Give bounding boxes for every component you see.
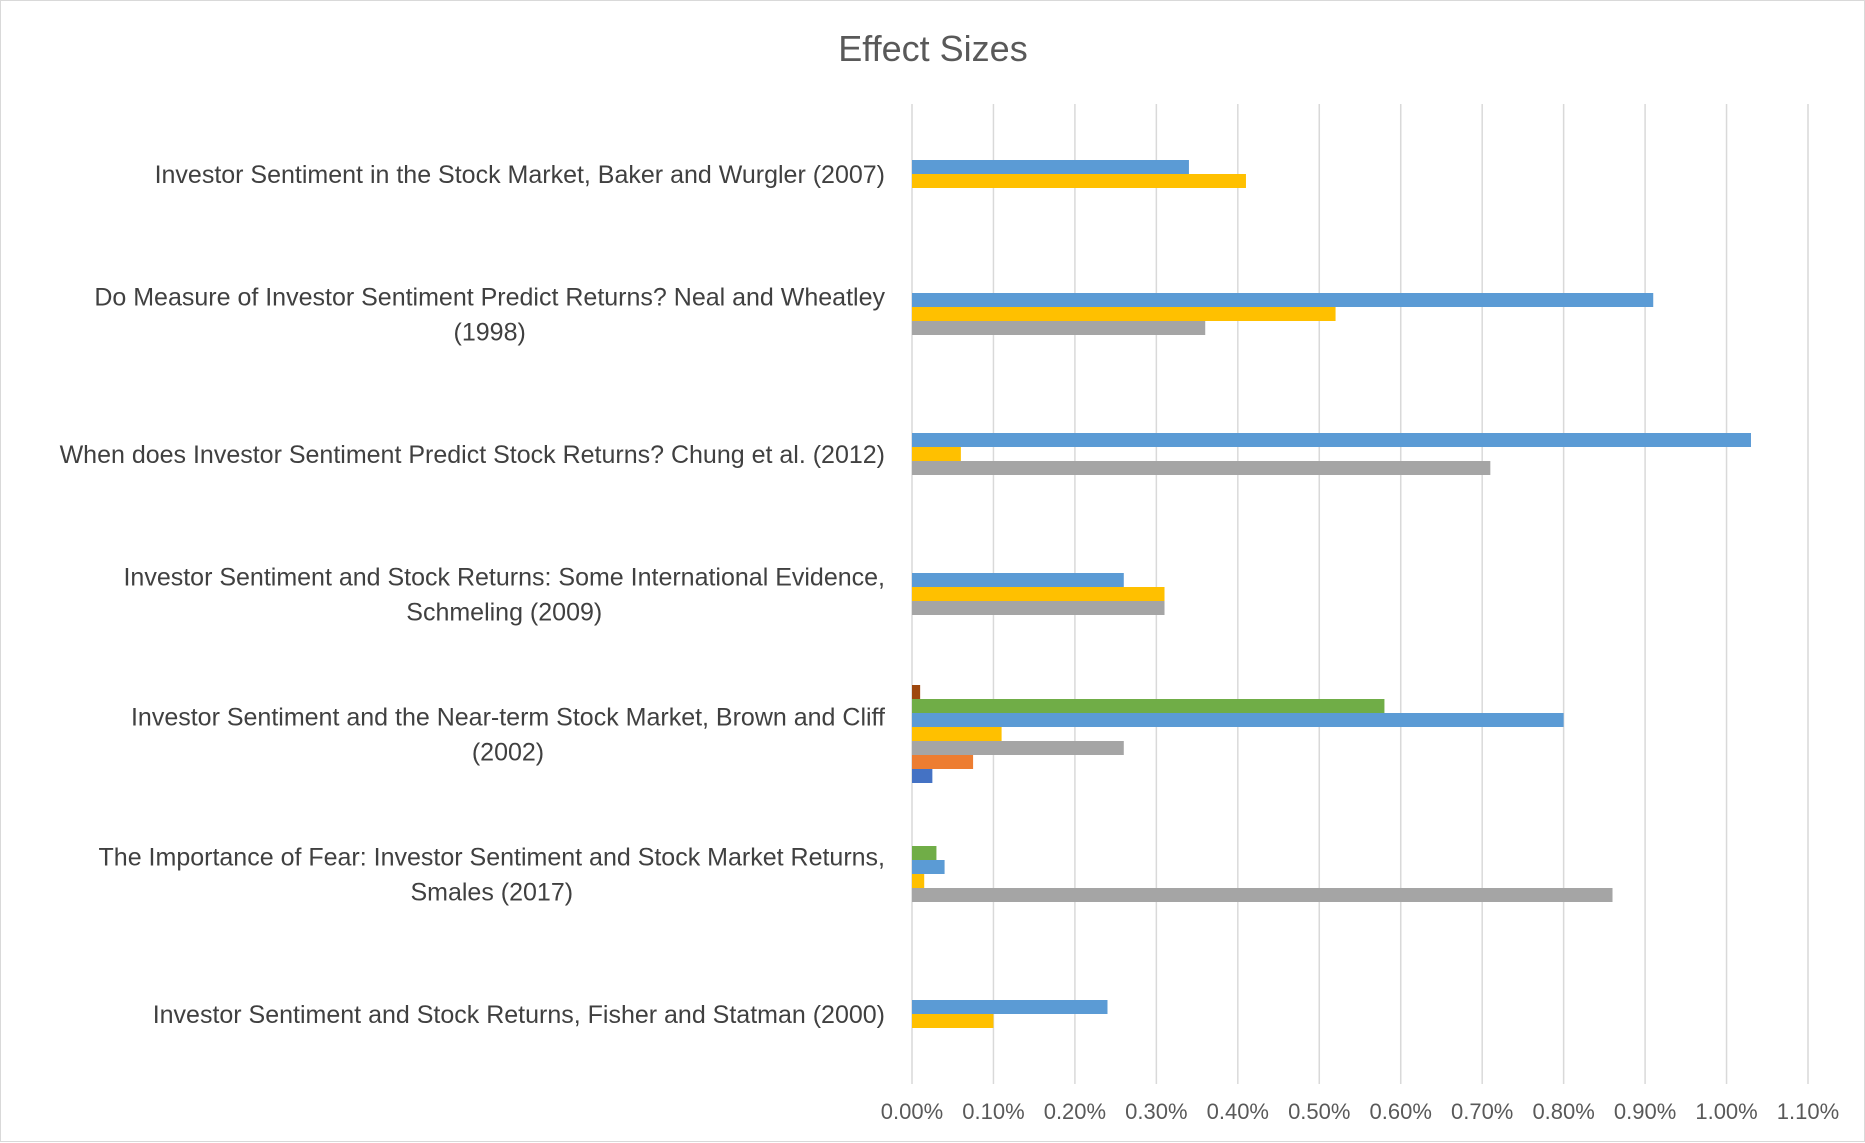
x-tick-label: 0.50% <box>1288 1099 1350 1124</box>
category-label: Do Measure of Investor Sentiment Predict… <box>94 284 885 347</box>
bar-dark-red-cat-5 <box>912 685 921 699</box>
bar-light-blue-cat-4 <box>912 573 1124 587</box>
bar-gold-cat-7 <box>912 1014 994 1028</box>
bar-light-blue-cat-2 <box>912 293 1654 307</box>
bar-light-blue-cat-6 <box>912 860 945 874</box>
bar-gray-cat-5 <box>912 741 1124 755</box>
bar-light-blue-cat-7 <box>912 1000 1108 1014</box>
bar-green-cat-5 <box>912 699 1385 713</box>
x-tick-label: 0.80% <box>1532 1099 1594 1124</box>
bar-gray-cat-3 <box>912 461 1491 475</box>
x-tick-label: 0.30% <box>1125 1099 1187 1124</box>
x-tick-label: 0.40% <box>1207 1099 1269 1124</box>
bar-gold-cat-1 <box>912 174 1246 188</box>
bar-gold-cat-4 <box>912 587 1165 601</box>
bar-gray-cat-6 <box>912 888 1613 902</box>
x-axis-ticks: 0.00% 0.10% 0.20% 0.30% 0.40% 0.50% 0.60% 0.70%… <box>881 1099 1839 1124</box>
bar-light-blue-cat-1 <box>912 160 1189 174</box>
x-tick-label: 0.90% <box>1614 1099 1676 1124</box>
x-tick-label: 0.20% <box>1044 1099 1106 1124</box>
category-labels: Investor Sentiment in the Stock Market, … <box>60 161 886 1029</box>
category-label: Investor Sentiment and Stock Returns: So… <box>123 564 885 627</box>
category-label: Investor Sentiment and Stock Returns, Fi… <box>153 1001 885 1029</box>
x-tick-label: 1.10% <box>1777 1099 1839 1124</box>
bars <box>912 160 1751 1028</box>
bar-green-cat-6 <box>912 846 937 860</box>
x-tick-label: 0.60% <box>1370 1099 1432 1124</box>
gridlines <box>911 104 1809 1084</box>
x-tick-label: 1.00% <box>1695 1099 1757 1124</box>
bar-gold-cat-2 <box>912 307 1336 321</box>
x-tick-label: 0.00% <box>881 1099 943 1124</box>
bar-light-blue-cat-3 <box>912 433 1751 447</box>
bar-gold-cat-3 <box>912 447 961 461</box>
bar-orange-cat-5 <box>912 755 974 769</box>
x-tick-label: 0.70% <box>1451 1099 1513 1124</box>
category-label: When does Investor Sentiment Predict Sto… <box>60 441 885 469</box>
category-label: The Importance of Fear: Investor Sentime… <box>99 844 885 907</box>
bar-light-blue-cat-5 <box>912 713 1564 727</box>
x-tick-label: 0.10% <box>962 1099 1024 1124</box>
category-label: Investor Sentiment in the Stock Market, … <box>155 161 885 189</box>
bar-gray-cat-4 <box>912 601 1165 615</box>
category-label: Investor Sentiment and the Near-term Sto… <box>131 704 885 767</box>
bar-dark-blue-cat-5 <box>912 769 933 783</box>
bar-gray-cat-2 <box>912 321 1206 335</box>
bar-gold-cat-6 <box>912 874 925 888</box>
chart-title: Effect Sizes <box>838 28 1027 69</box>
bar-gold-cat-5 <box>912 727 1002 741</box>
